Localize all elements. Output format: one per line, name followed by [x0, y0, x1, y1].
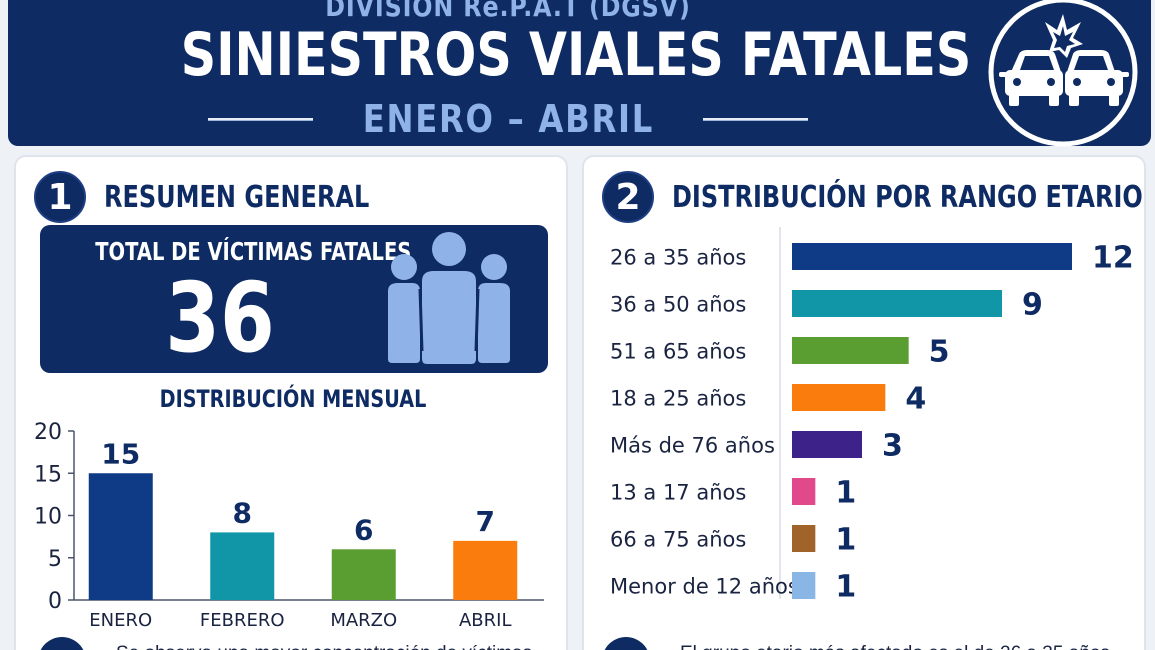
x-tick-label: MARZO	[330, 610, 397, 631]
divider-left	[208, 117, 313, 121]
divider-right	[703, 117, 808, 121]
division-name: DIVISIÓN Re.P.A.T (DGSV)	[325, 0, 691, 23]
total-victims-value: 36	[165, 262, 275, 374]
age-bar	[792, 337, 909, 364]
age-bar	[792, 290, 1002, 317]
y-tick-label: 15	[34, 462, 62, 487]
category-label: Menor de 12 años	[610, 575, 799, 599]
y-tick-label: 0	[48, 589, 62, 614]
age-bar	[792, 243, 1072, 270]
category-label: 26 a 35 años	[610, 246, 746, 270]
category-label: Más de 76 años	[610, 434, 775, 458]
y-tick-label: 10	[34, 505, 62, 530]
bar-value-label: 1	[835, 570, 856, 605]
category-label: 66 a 75 años	[610, 528, 746, 552]
note-bullet-icon	[38, 637, 86, 650]
summary-card: 1 RESUMEN GENERAL TOTAL DE VÍCTIMAS FATA…	[14, 155, 568, 650]
age-bar	[792, 384, 886, 411]
bar-value-label: 6	[354, 513, 373, 546]
people-group-icon	[388, 232, 510, 364]
age-bar	[792, 478, 816, 505]
category-label: 13 a 17 años	[610, 481, 746, 505]
age-bar	[792, 431, 862, 458]
bar-value-label: 8	[233, 496, 252, 529]
age-bar-chart: 26 a 35 años 12 36 a 50 años 9 51 a 65 años 5…	[610, 227, 1134, 605]
page-title: SINIESTROS VIALES FATALES	[180, 20, 972, 90]
bar-value-label: 7	[476, 505, 495, 538]
bar-enero	[88, 473, 153, 600]
note-bullet-icon	[602, 637, 650, 650]
section-title: DISTRIBUCIÓN POR RANGO ETARIO	[672, 179, 1143, 215]
period-row: ENERO – ABRIL	[208, 94, 808, 144]
x-tick-label: ABRIL	[459, 610, 512, 631]
age-bar	[792, 525, 816, 552]
summary-note-text: Se observa una mayor concentración de ví…	[116, 637, 532, 650]
monthly-chart-title: DISTRIBUCIÓN MENSUAL	[159, 385, 427, 413]
bar-value-label: 15	[101, 437, 140, 470]
bar-value-label: 9	[1022, 288, 1043, 323]
bar-value-label: 4	[905, 382, 926, 417]
header-banner: DIVISIÓN Re.P.A.T (DGSV) SINIESTROS VIAL…	[8, 0, 1151, 147]
bar-value-label: 1	[835, 523, 856, 558]
section-title: RESUMEN GENERAL	[104, 179, 370, 215]
car-crash-icon	[988, 0, 1138, 147]
total-victims-box: TOTAL DE VÍCTIMAS FATALES 36	[40, 225, 548, 373]
x-tick-label: FEBRERO	[200, 610, 285, 631]
section-number-badge: 2	[602, 171, 654, 223]
monthly-bar-chart: 0 5 10 15 20 15 ENERO 8 FEBRERO 6 MARZO 7 ABRIL	[34, 420, 544, 631]
category-label: 18 a 25 años	[610, 387, 746, 411]
age-bar	[792, 572, 816, 599]
summary-heading: 1 RESUMEN GENERAL	[34, 171, 436, 223]
age-distribution-card: 2 DISTRIBUCIÓN POR RANGO ETARIO 26 a 35 …	[582, 155, 1146, 650]
y-tick-label: 20	[34, 420, 62, 445]
x-tick-label: ENERO	[89, 610, 152, 631]
summary-note: Se observa una mayor concentración de ví…	[38, 637, 532, 650]
bar-value-label: 12	[1092, 241, 1134, 276]
age-note: El grupo etario más afectado es el de 26…	[602, 637, 1110, 650]
bar-abril	[453, 540, 518, 600]
section-number-badge: 1	[34, 171, 86, 223]
total-victims-label: TOTAL DE VÍCTIMAS FATALES	[95, 237, 412, 266]
age-heading: 2 DISTRIBUCIÓN POR RANGO ETARIO	[602, 171, 1155, 223]
bar-marzo	[331, 549, 396, 600]
bar-febrero	[210, 532, 275, 600]
age-note-text: El grupo etario más afectado es el de 26…	[680, 637, 1110, 650]
bar-value-label: 3	[882, 429, 903, 464]
bar-value-label: 5	[929, 335, 950, 370]
bar-value-label: 1	[835, 476, 856, 511]
y-tick-label: 5	[48, 547, 62, 572]
category-label: 36 a 50 años	[610, 293, 746, 317]
period-label: ENERO – ABRIL	[362, 97, 654, 141]
category-label: 51 a 65 años	[610, 340, 746, 364]
